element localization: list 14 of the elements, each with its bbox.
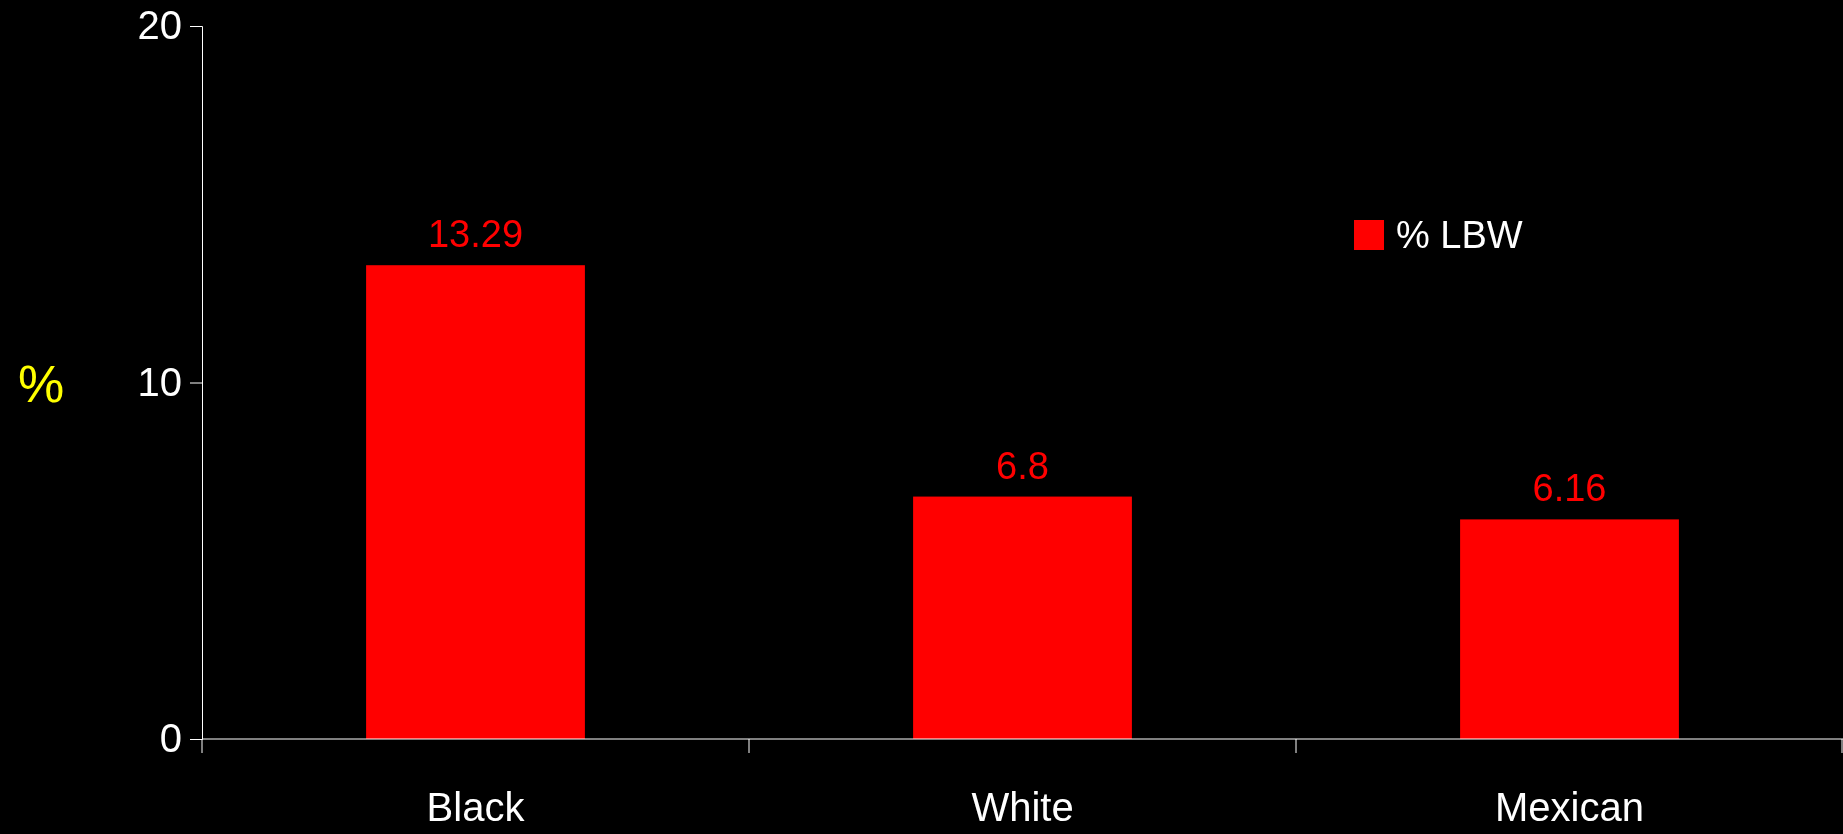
bar <box>1460 519 1679 739</box>
data-label: 13.29 <box>427 213 524 256</box>
data-label: 6.16 <box>1532 467 1607 510</box>
legend-label: % LBW <box>1396 214 1523 256</box>
y-tick-label: 0 <box>159 716 182 761</box>
y-tick-label: 10 <box>137 359 182 404</box>
bar <box>913 496 1132 739</box>
bar <box>366 265 585 739</box>
x-tick-label: Mexican <box>1495 785 1644 829</box>
y-tick-label: 20 <box>137 3 182 48</box>
data-label: 6.8 <box>996 444 1049 487</box>
y-axis-title: % <box>17 355 65 413</box>
x-tick-label: Black <box>426 785 526 829</box>
x-tick-label: White <box>971 785 1074 829</box>
